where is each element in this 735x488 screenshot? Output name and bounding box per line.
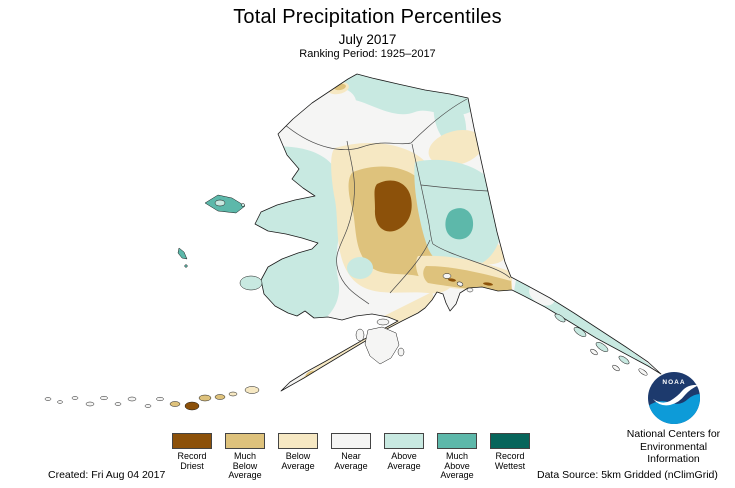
panhandle-island	[573, 327, 587, 337]
region-record-driest	[374, 180, 412, 232]
legend-label: Record Wettest	[494, 451, 526, 471]
region-south-above-patch	[347, 257, 373, 279]
division-line-west-interior	[336, 140, 370, 305]
aleutian-islet-muchbelow-2	[198, 394, 212, 402]
noaa-logo-text: NOAA	[662, 379, 685, 386]
legend-item-near: Near Average	[331, 433, 371, 481]
legend-swatch	[384, 433, 424, 449]
aleutian-islet	[114, 402, 122, 406]
legend-swatch	[490, 433, 530, 449]
legend-item-below: Below Average	[278, 433, 318, 481]
islands	[44, 194, 648, 411]
kodiak-island	[364, 326, 400, 365]
pws-island-2	[456, 281, 464, 287]
legend-item-much-above: Much Above Average	[437, 433, 477, 481]
legend-item-record-driest: Record Driest	[172, 433, 212, 481]
region-eastcentral-much-above	[445, 208, 474, 240]
aleutian-islands-near	[44, 395, 164, 408]
division-line-north-slope	[283, 98, 468, 150]
nunivak-island	[239, 275, 263, 291]
aleutian-islet-muchbelow-3	[214, 394, 226, 400]
region-west-above-average	[255, 146, 343, 331]
aleutian-islet	[144, 404, 152, 408]
ranking-period: Ranking Period: 1925–2017	[299, 48, 436, 60]
legend-item-much-below: Much Below Average	[225, 433, 265, 481]
legend-label: Record Driest	[177, 451, 207, 471]
st-lawrence-light-patch	[214, 199, 226, 207]
aleutian-islet	[156, 396, 164, 402]
division-line-northeast	[420, 184, 489, 192]
noaa-logo-sea	[647, 394, 700, 424]
panhandle-island	[618, 355, 630, 365]
legend-swatch	[331, 433, 371, 449]
created-date: Created: Fri Aug 04 2017	[48, 469, 166, 481]
legend-item-record-wettest: Record Wettest	[490, 433, 530, 481]
header: Total Precipitation Percentiles July 201…	[0, 6, 735, 60]
panhandle-island	[590, 348, 598, 356]
panhandle-island	[638, 368, 648, 376]
kodiak-island-group	[355, 273, 474, 365]
legend-swatch	[437, 433, 477, 449]
map-legend: Record Driest Much Below Average Below A…	[172, 433, 530, 481]
agency-block: NOAA National Centers for Environmental …	[612, 372, 735, 466]
aleutian-islet-record-driest	[184, 401, 200, 411]
legend-swatch	[172, 433, 212, 449]
region-northeast-below-average	[428, 130, 484, 166]
climate-division-boundaries	[283, 98, 511, 305]
aleutian-islet	[85, 401, 95, 407]
small-bering-island	[184, 264, 188, 268]
legend-label: Much Above Average	[440, 451, 474, 480]
page-title: Total Precipitation Percentiles	[233, 6, 502, 28]
aleutian-islet	[57, 400, 63, 404]
legend-label: Near Average	[334, 451, 368, 471]
legend-swatch	[278, 433, 318, 449]
division-line-southcentral	[389, 239, 431, 294]
panhandle-island	[595, 342, 609, 352]
st-matthew-island	[177, 247, 188, 260]
pws-island-1	[442, 273, 452, 279]
aleutian-islet	[100, 395, 108, 401]
legend-label: Below Average	[281, 451, 315, 471]
region-southcoast-driest-fleck-1	[448, 278, 456, 282]
panhandle-island	[612, 364, 620, 372]
legend-item-above: Above Average	[384, 433, 424, 481]
pws-island-3	[466, 287, 474, 293]
panhandle-island	[554, 313, 566, 323]
kodiak-south-islet	[397, 347, 405, 357]
aleutian-islet	[44, 397, 52, 401]
period-subtitle: July 2017	[338, 32, 397, 47]
kodiak-west-islet	[355, 328, 365, 342]
data-source: Data Source: 5km Gridded (nClimGrid)	[537, 469, 718, 481]
panhandle-islands	[554, 313, 648, 376]
afognak-island	[376, 318, 390, 326]
legend-swatch	[225, 433, 265, 449]
noaa-logo-gull-icon	[652, 384, 699, 406]
legend-label: Much Below Average	[228, 451, 262, 480]
noaa-logo: NOAA	[647, 372, 700, 424]
agency-name: National Centers for Environmental Infor…	[626, 428, 721, 465]
diomede-island	[241, 203, 245, 207]
division-line-east-interior	[411, 143, 511, 279]
aleutian-islet	[127, 396, 137, 402]
aleutian-islet	[71, 396, 79, 400]
aleutian-islet-muchbelow-1	[169, 401, 181, 407]
legend-label: Above Average	[387, 451, 421, 471]
unimak-island	[244, 386, 260, 394]
region-southcoast-driest-fleck-2	[483, 282, 493, 286]
aleutian-islet-below-1	[228, 391, 238, 397]
